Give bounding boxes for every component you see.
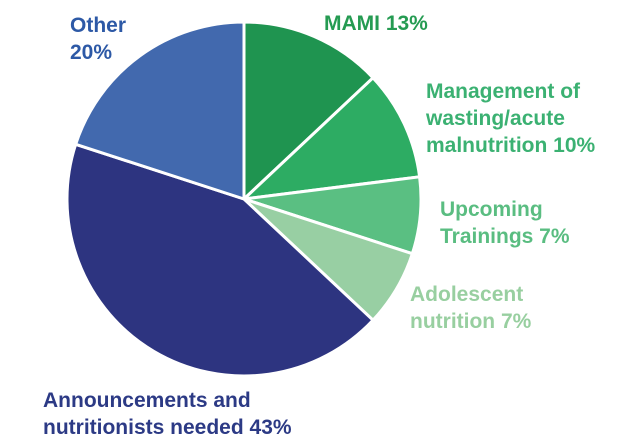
pie-slice-announcements-and-nutritionists-needed <box>65 142 375 378</box>
label-upcoming-trainings: Upcoming Trainings 7% <box>440 198 570 248</box>
pie-slice-other <box>74 20 246 201</box>
label-management-wasting: Management of wasting/acute malnutrition… <box>426 80 596 157</box>
label-mami: MAMI 13% <box>324 12 428 35</box>
label-announcements-nutritionists: Announcements and nutritionists needed 4… <box>43 389 292 439</box>
pie-slice-mami <box>242 20 375 201</box>
label-other: Other 20% <box>70 14 127 64</box>
pie-slice-management-of-wasting-acute-malnutrition <box>242 76 422 201</box>
label-adolescent-nutrition: Adolescent nutrition 7% <box>410 283 532 333</box>
